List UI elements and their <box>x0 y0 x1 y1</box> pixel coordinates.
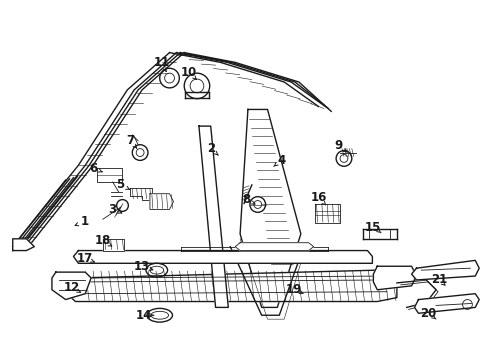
Polygon shape <box>73 251 372 263</box>
Text: 6: 6 <box>89 162 97 175</box>
Polygon shape <box>235 243 313 251</box>
Text: 2: 2 <box>206 142 214 155</box>
Polygon shape <box>13 239 34 251</box>
Polygon shape <box>150 194 173 210</box>
Text: 18: 18 <box>95 234 111 247</box>
Text: 15: 15 <box>365 221 381 234</box>
Text: 12: 12 <box>63 281 80 294</box>
Polygon shape <box>414 294 478 313</box>
Polygon shape <box>97 168 122 182</box>
Text: 8: 8 <box>242 193 249 206</box>
Polygon shape <box>199 126 228 307</box>
Polygon shape <box>65 270 396 302</box>
Text: 7: 7 <box>126 134 134 147</box>
Text: 3: 3 <box>108 203 117 216</box>
Polygon shape <box>240 109 300 307</box>
Text: 19: 19 <box>285 283 302 296</box>
Polygon shape <box>102 239 124 251</box>
Text: 17: 17 <box>77 252 93 265</box>
Text: 14: 14 <box>136 309 152 322</box>
Text: 9: 9 <box>333 139 342 152</box>
Text: 4: 4 <box>277 154 285 167</box>
Text: 20: 20 <box>419 307 435 320</box>
Text: 21: 21 <box>430 274 446 287</box>
Polygon shape <box>411 260 478 280</box>
Text: 11: 11 <box>153 56 169 69</box>
Text: 1: 1 <box>81 215 89 228</box>
Polygon shape <box>52 272 91 300</box>
Polygon shape <box>130 188 152 199</box>
Text: 5: 5 <box>116 179 124 192</box>
Text: 13: 13 <box>134 260 150 273</box>
Text: 10: 10 <box>181 66 197 79</box>
Polygon shape <box>373 266 414 290</box>
Polygon shape <box>314 203 339 223</box>
Text: 16: 16 <box>310 191 326 204</box>
